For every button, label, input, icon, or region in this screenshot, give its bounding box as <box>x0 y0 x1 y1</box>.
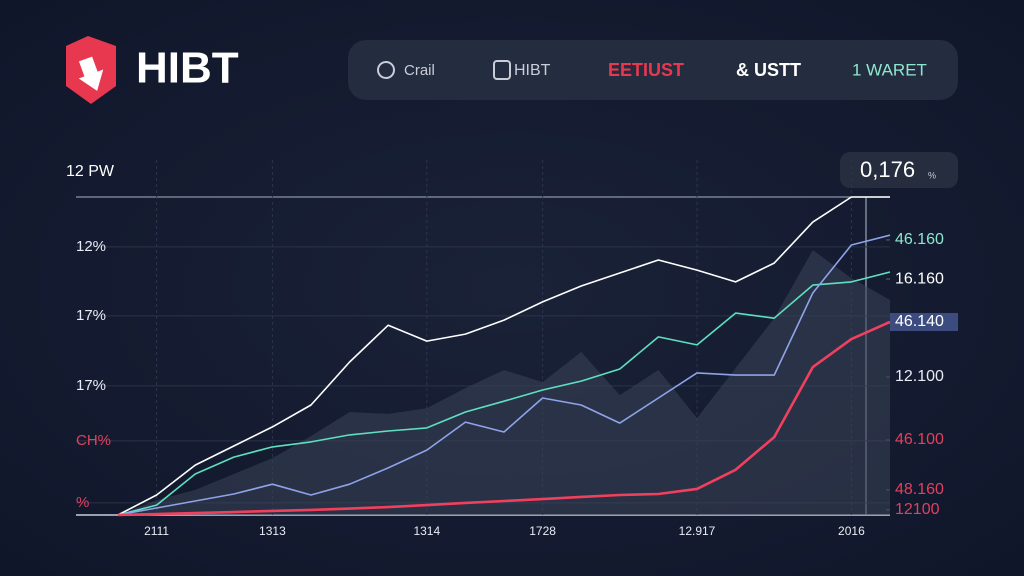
y-tick-label: 17% <box>76 307 106 324</box>
y2-tick-label: 46.100 <box>895 431 944 448</box>
brand-title: HIBT <box>136 44 239 93</box>
line <box>117 234 891 516</box>
x-tick-label: 1728 <box>529 524 556 538</box>
nav-item[interactable]: EETIUST <box>608 60 684 80</box>
price-unit: % <box>928 170 936 180</box>
area <box>118 250 890 515</box>
nav-item[interactable]: 1 WARET <box>852 60 927 79</box>
logo <box>66 36 116 104</box>
line <box>117 196 890 516</box>
x-tick-label: 2111 <box>144 524 169 538</box>
y-tick-label: CH% <box>76 432 111 449</box>
y-tick-label: 12% <box>76 238 106 255</box>
y2-tick-label: 46.160 <box>895 231 944 248</box>
y2-tick-label: 46.140 <box>895 313 944 330</box>
x-tick-label: 2016 <box>838 524 865 538</box>
x-tick-label: 12.917 <box>679 524 716 538</box>
nav-item[interactable]: & USTT <box>736 60 801 80</box>
y2-tick-label: 16.160 <box>895 270 944 287</box>
nav-bar <box>348 40 958 100</box>
y2-tick-label: 12.100 <box>895 368 944 385</box>
nav-icon <box>377 61 395 79</box>
nav-item[interactable]: HIBT <box>514 62 551 79</box>
y2-tick-label: 12100 <box>895 501 940 518</box>
nav-icon <box>493 60 511 80</box>
y2-tick-label: 48.160 <box>895 481 944 498</box>
y-tick-label: 17% <box>76 377 106 394</box>
line <box>117 320 891 517</box>
line <box>117 271 891 516</box>
nav-item[interactable]: Crail <box>404 62 435 79</box>
y-tick-label: % <box>76 494 89 511</box>
x-tick-label: 1314 <box>413 524 440 538</box>
x-tick-label: 1313 <box>259 524 286 538</box>
price-value: 0,176 <box>860 157 915 182</box>
y-axis-label: 12 PW <box>66 163 115 180</box>
price-box <box>840 152 958 188</box>
plot: 12% 17% 17% CH%% 46.160 16.160 46.140 12.100 46.… <box>76 160 958 538</box>
tick-highlight <box>890 312 958 331</box>
